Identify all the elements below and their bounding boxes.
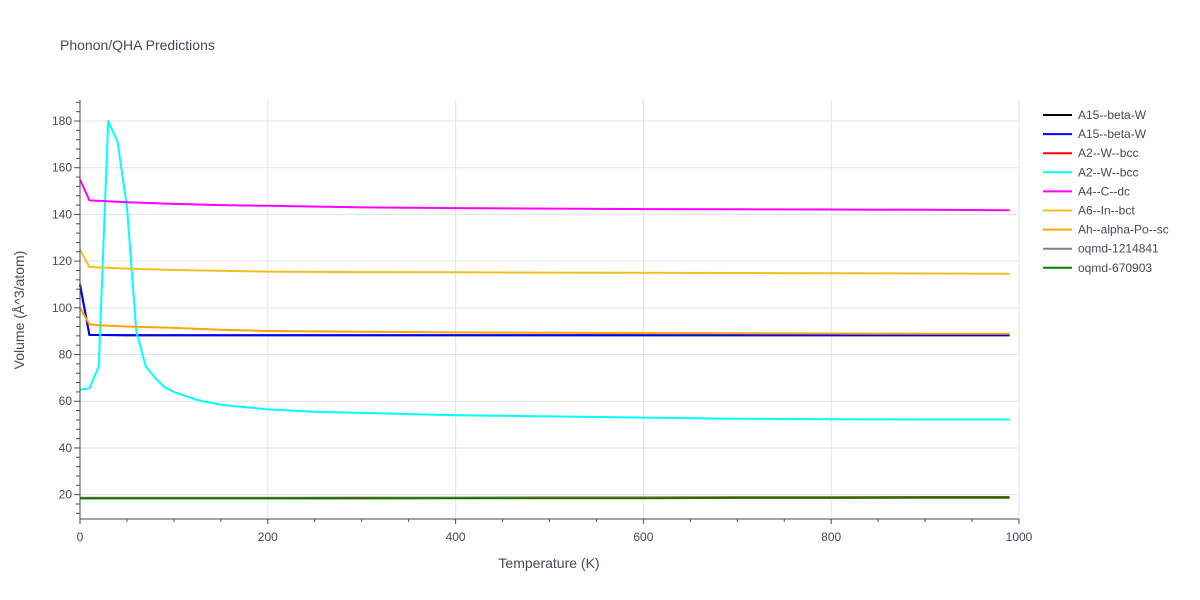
legend-item[interactable]: A15--beta-W	[1043, 108, 1147, 122]
legend-label: A2--W--bcc	[1078, 146, 1138, 160]
legend-item[interactable]: A2--W--bcc	[1043, 165, 1138, 179]
x-axis-title: Temperature (K)	[498, 555, 599, 571]
y-tick-label: 160	[52, 161, 72, 175]
x-tick-label: 0	[77, 530, 84, 544]
legend-item[interactable]: oqmd-670903	[1043, 261, 1152, 275]
chart-title: Phonon/QHA Predictions	[60, 37, 215, 53]
legend-label: oqmd-670903	[1078, 261, 1152, 275]
plot-area	[79, 120, 1010, 500]
legend-label: Ah--alpha-Po--sc	[1078, 223, 1169, 237]
y-tick-label: 120	[52, 254, 72, 268]
x-tick-label: 600	[633, 530, 653, 544]
legend-label: A4--C--dc	[1078, 184, 1130, 198]
series-line-0	[79, 284, 1010, 337]
legend-item[interactable]: A4--C--dc	[1043, 184, 1130, 198]
legend[interactable]: A15--beta-W A15--beta-W A2--W--bcc A2--W--b…	[1043, 108, 1169, 275]
legend-item[interactable]: oqmd-1214841	[1043, 242, 1159, 256]
series-line-8	[80, 496, 1010, 500]
legend-label: A2--W--bcc	[1078, 165, 1138, 179]
legend-item[interactable]: Ah--alpha-Po--sc	[1043, 223, 1169, 237]
x-tick-label: 200	[258, 530, 278, 544]
x-axis-ticks: 0 200 400 600 800 1000	[77, 530, 1033, 544]
axes	[74, 100, 1020, 524]
y-axis-title: Volume (Å^3/atom)	[11, 251, 27, 370]
legend-item[interactable]: A2--W--bcc	[1043, 146, 1138, 160]
legend-label: oqmd-1214841	[1078, 242, 1159, 256]
series-line-5	[79, 249, 1010, 275]
y-tick-label: 80	[59, 348, 73, 362]
y-tick-label: 60	[59, 394, 73, 408]
y-tick-label: 180	[52, 114, 72, 128]
y-tick-label: 100	[52, 301, 72, 315]
y-axis-ticks: 20 40 60 80 100 120 140 160 180	[52, 114, 72, 502]
grid	[80, 100, 1020, 518]
x-tick-label: 400	[446, 530, 466, 544]
x-tick-label: 1000	[1006, 530, 1033, 544]
y-tick-label: 140	[52, 207, 72, 221]
series-line-3	[79, 120, 1010, 421]
x-tick-label: 800	[821, 530, 841, 544]
series-line-4	[79, 178, 1010, 212]
legend-item[interactable]: A15--beta-W	[1043, 127, 1147, 141]
legend-label: A6--In--bct	[1078, 204, 1135, 218]
y-tick-label: 40	[59, 441, 73, 455]
legend-label: A15--beta-W	[1078, 108, 1147, 122]
series-line-1	[79, 284, 1010, 337]
legend-label: A15--beta-W	[1078, 127, 1147, 141]
y-tick-label: 20	[59, 488, 73, 502]
series-line-6	[79, 307, 1010, 335]
legend-item[interactable]: A6--In--bct	[1043, 204, 1135, 218]
